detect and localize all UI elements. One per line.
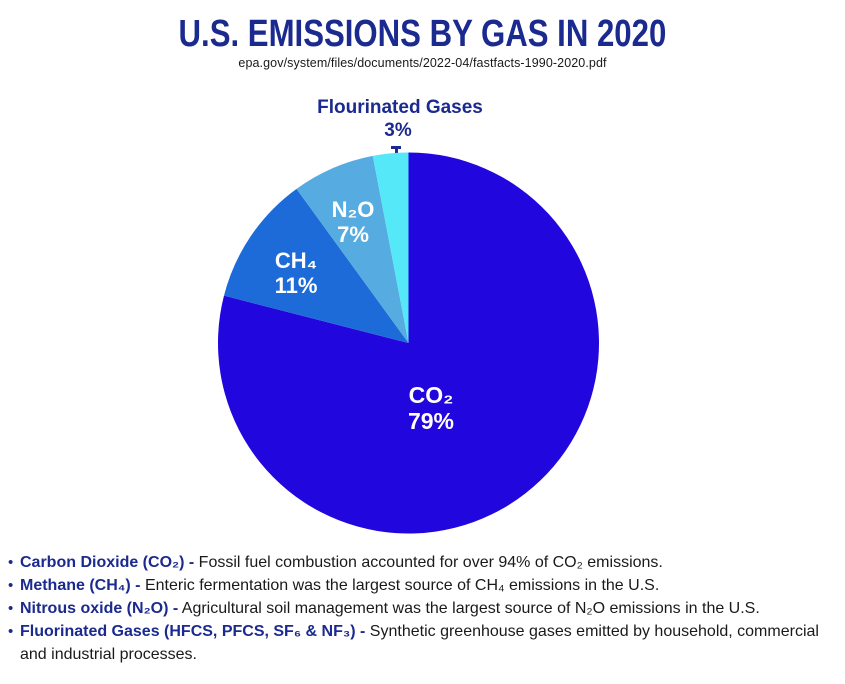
bullet-rest: Enteric fermentation was the largest sou… (140, 577, 660, 594)
bullet-text: Methane (CH₄) - Enteric fermentation was… (20, 574, 838, 597)
bullet-dot-icon: • (8, 577, 14, 594)
pie-slice-fgas (372, 152, 409, 343)
bullet-methane: • Methane (CH₄) - Enteric fermentation w… (8, 574, 838, 597)
ch4-percent: 11% (274, 273, 318, 298)
bullet-rest: Fossil fuel combustion accounted for ove… (194, 554, 663, 571)
n2o-percent: 7% (337, 222, 369, 247)
co2-percent: 79% (407, 408, 455, 434)
bullet-nitrous-oxide: • Nitrous oxide (N₂O) - Agricultural soi… (8, 597, 838, 620)
ch4-formula: CH₄ (274, 248, 318, 273)
bullet-dot-icon: • (8, 600, 14, 617)
bullet-fluorinated-gases: • Fluorinated Gases (HFCS, PFCS, SF₆ & N… (8, 620, 838, 666)
bullet-text: Carbon Dioxide (CO₂) - Fossil fuel combu… (20, 551, 838, 574)
bullet-lead: Fluorinated Gases (HFCS, PFCS, SF₆ & NF₃… (20, 623, 366, 640)
bullet-dot-icon: • (8, 623, 14, 640)
bullet-rest: Synthetic greenhouse gases emitted by ho… (20, 623, 819, 663)
header: U.S. EMISSIONS BY GAS IN 2020 epa.gov/sy… (0, 14, 845, 70)
bullet-lead: Nitrous oxide (N₂O) - (20, 600, 179, 617)
bullet-rest: Agricultural soil management was the lar… (178, 600, 760, 617)
pie-slice-co2 (217, 152, 599, 534)
ch4-slice-label: CH₄ 11% (275, 248, 318, 298)
co2-formula: CO₂ (408, 382, 454, 408)
legend-bullet-list: • Carbon Dioxide (CO₂) - Fossil fuel com… (8, 551, 838, 666)
bullet-lead: Carbon Dioxide (CO₂) - (20, 554, 195, 571)
source-url: epa.gov/system/files/documents/2022-04/f… (238, 56, 607, 70)
bullet-dot-icon: • (8, 554, 14, 571)
fluorinated-gases-label: Flourinated Gases (317, 97, 483, 118)
fluorinated-gases-percent: 3% (384, 120, 412, 141)
n2o-formula: N₂O (331, 197, 375, 222)
bullet-text: Fluorinated Gases (HFCS, PFCS, SF₆ & NF₃… (20, 620, 838, 666)
page-title: U.S. EMISSIONS BY GAS IN 2020 (178, 13, 667, 55)
co2-slice-label: CO₂ 79% (408, 382, 454, 434)
pie-slice-n2o (296, 155, 409, 343)
callout-pointer-line (391, 146, 401, 163)
pie-slice-ch4 (223, 188, 409, 343)
bullet-text: Nitrous oxide (N₂O) - Agricultural soil … (20, 597, 838, 620)
pie-chart (217, 152, 599, 534)
bullet-carbon-dioxide: • Carbon Dioxide (CO₂) - Fossil fuel com… (8, 551, 838, 574)
bullet-lead: Methane (CH₄) - (20, 577, 141, 594)
n2o-slice-label: N₂O 7% (332, 197, 375, 247)
